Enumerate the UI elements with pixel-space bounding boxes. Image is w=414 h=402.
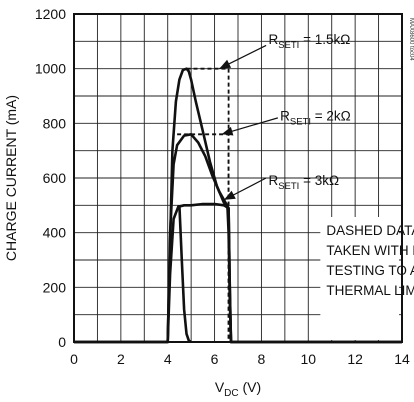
annotations: RSETI = 1.5kΩ RSETI = 2kΩ RSETI = 3kΩ [218, 32, 351, 201]
x-axis: 0 2 4 6 8 10 12 14 [70, 351, 410, 367]
note-line: TAKEN WITH PULSE [326, 243, 414, 258]
series-label: RSETI = 3kΩ [268, 173, 339, 192]
annotation-arrowhead [221, 126, 234, 136]
y-tick-label: 1000 [35, 61, 66, 77]
x-axis-label: VDC (V) [215, 379, 261, 399]
y-tick-label: 1200 [35, 6, 66, 22]
figure-id-watermark: MAX8600 toc04 [408, 18, 414, 61]
note-line: TESTING TO AVOID [326, 263, 414, 278]
note-line: DASHED DATA [326, 223, 414, 238]
y-axis-label: CHARGE CURRENT (mA) [3, 95, 19, 261]
series-label: RSETI = 2kΩ [280, 109, 351, 128]
series-label: RSETI = 1.5kΩ [268, 32, 350, 51]
x-tick-label: 12 [347, 351, 363, 367]
y-tick-label: 600 [43, 170, 67, 186]
y-axis: 0 200 400 600 800 1000 1200 [35, 6, 66, 350]
x-tick-label: 14 [394, 351, 410, 367]
series-line-5 [178, 205, 192, 344]
plot-frame [73, 13, 403, 343]
x-tick-label: 6 [211, 351, 219, 367]
curves [74, 67, 402, 344]
x-tick-label: 0 [70, 351, 78, 367]
x-tick-label: 4 [164, 351, 172, 367]
x-tick-label: 10 [300, 351, 316, 367]
x-tick-label: 2 [117, 351, 125, 367]
x-tick-label: 8 [258, 351, 266, 367]
y-tick-label: 400 [43, 225, 67, 241]
note-text: DASHED DATA TAKEN WITH PULSE TESTING TO AV… [326, 223, 414, 298]
series-line-4 [74, 202, 402, 344]
y-tick-label: 800 [43, 115, 67, 131]
annotation-arrowhead [223, 190, 236, 200]
note-box [320, 217, 399, 340]
x-axis-label-subscript: DC [224, 388, 238, 399]
y-tick-label: 200 [43, 279, 67, 295]
annotation-arrowhead [219, 59, 232, 69]
note-line: THERMAL LIMIT [326, 283, 414, 298]
y-tick-label: 0 [58, 334, 66, 350]
